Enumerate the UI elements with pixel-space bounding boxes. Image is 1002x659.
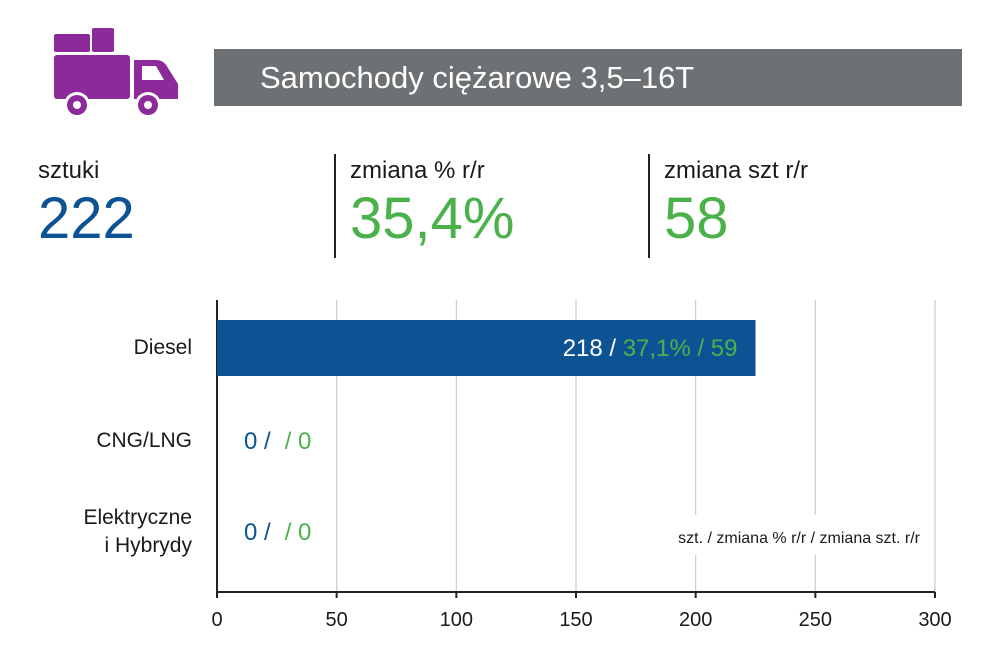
x-tick-label: 150 [559, 609, 592, 631]
x-tick-label: 250 [799, 609, 832, 631]
category-label: Diesel [134, 336, 192, 359]
legend-note-background [622, 515, 922, 555]
x-tick-label: 100 [440, 609, 473, 631]
stat-divider [648, 154, 650, 258]
stat-change-percent-label: zmiana % r/r [350, 157, 485, 184]
bar-data-label: 0 // 0 [244, 428, 311, 455]
stat-units: sztuki 222 [38, 156, 135, 250]
category-label: Elektryczne i Hybrydy [83, 506, 192, 557]
page-title: Samochody ciężarowe 3,5–16T [214, 49, 962, 106]
legend-note: szt. / zmiana % r/r / zmiana szt. r/r [678, 530, 920, 547]
bar [217, 320, 756, 376]
category-label: CNG/LNG [96, 429, 192, 452]
bar-data-label: 0 // 0 [244, 519, 311, 546]
x-tick-label: 200 [679, 609, 712, 631]
stat-units-label: sztuki [38, 157, 100, 184]
x-tick-label: 50 [326, 609, 348, 631]
truck-icon [54, 28, 178, 118]
x-tick-label: 300 [918, 609, 951, 631]
stat-change-units: zmiana szt r/r 58 [664, 156, 808, 250]
stat-change-percent: zmiana % r/r 35,4% [350, 156, 514, 250]
x-tick-label: 0 [211, 609, 222, 631]
stat-units-value: 222 [38, 186, 135, 251]
stat-divider [334, 154, 336, 258]
stat-change-percent-value: 35,4% [350, 186, 515, 251]
bar-data-label: 218 / 37,1% / 59 [563, 335, 738, 362]
stat-change-units-value: 58 [664, 186, 729, 251]
stat-change-units-label: zmiana szt r/r [664, 157, 809, 184]
